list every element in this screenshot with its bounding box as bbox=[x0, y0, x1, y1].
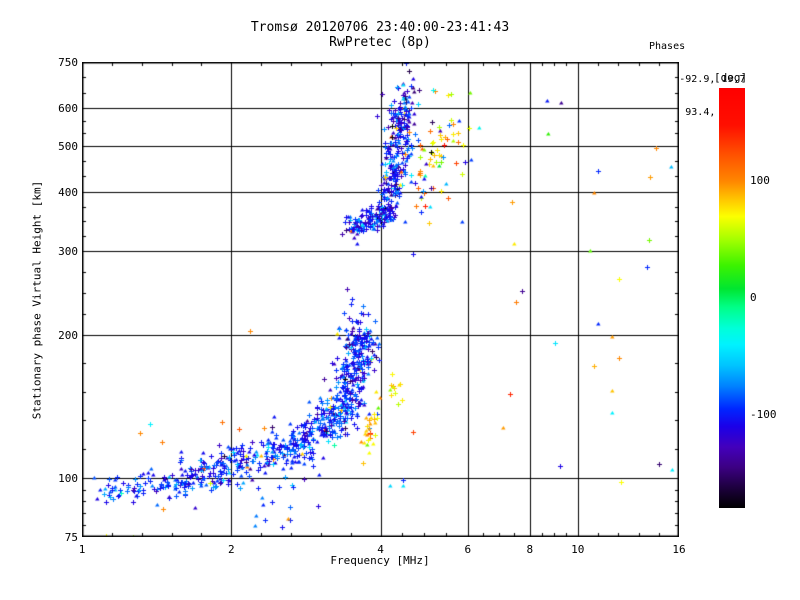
y-tick-label: 750 bbox=[58, 56, 78, 69]
y-tick-label: 100 bbox=[58, 471, 78, 485]
x-axis-label: Frequency [MHz] bbox=[330, 554, 430, 567]
y-tick-label: 600 bbox=[58, 102, 78, 116]
y-tick-label: 75 bbox=[64, 531, 78, 544]
figure-title: Tromsø 20120706 23:40:00-23:41:43 bbox=[250, 20, 510, 35]
x-tick-label: 1 bbox=[78, 543, 86, 556]
figure-subtitle: RwPretec (8p) bbox=[329, 35, 431, 50]
colorbar-tick-label: 100 bbox=[750, 174, 770, 188]
y-tick-label: 200 bbox=[58, 328, 78, 342]
scatter-plot-canvas bbox=[82, 62, 679, 537]
colorbar-label: [deg] bbox=[714, 71, 748, 84]
plot-area bbox=[82, 62, 679, 537]
x-tick-label: 8 bbox=[526, 543, 534, 556]
x-tick-label: 16 bbox=[672, 543, 686, 556]
colorbar-tick-label: -100 bbox=[750, 407, 777, 421]
y-tick-label: 400 bbox=[58, 185, 78, 199]
y-axis-label: Stationary phase Virtual Height [km] bbox=[30, 180, 44, 420]
x-tick-label: 4 bbox=[377, 543, 384, 556]
x-tick-label: 6 bbox=[464, 543, 472, 556]
x-tick-label: 10 bbox=[571, 543, 585, 556]
colorbar bbox=[719, 88, 745, 508]
colorbar-tick-label: 0 bbox=[750, 291, 757, 304]
x-tick-label: 2 bbox=[227, 543, 235, 556]
y-tick-label: 500 bbox=[58, 139, 78, 153]
phase-stats-heading: Phases bbox=[649, 41, 686, 52]
y-tick-label: 300 bbox=[58, 245, 78, 259]
